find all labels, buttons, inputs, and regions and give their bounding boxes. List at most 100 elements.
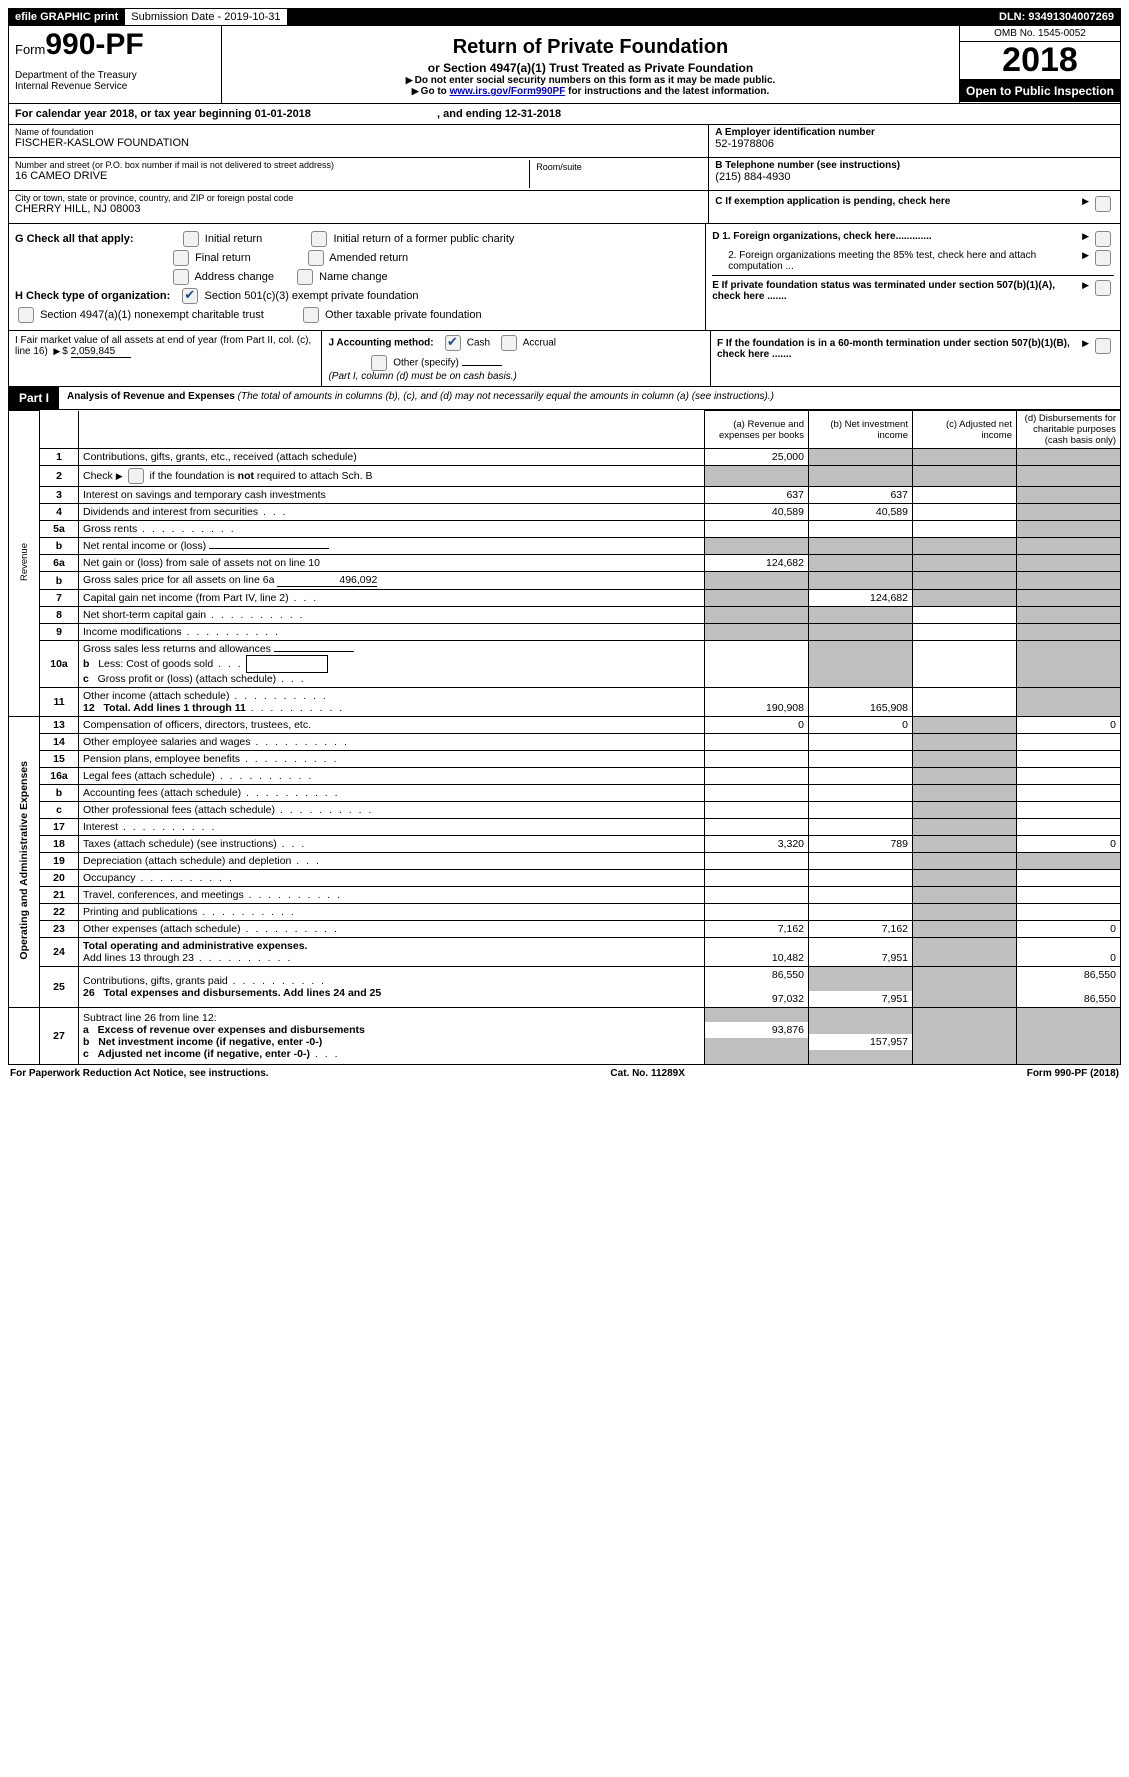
table-row: bGross sales price for all assets on lin… <box>9 572 1121 590</box>
page-footer: For Paperwork Reduction Act Notice, see … <box>8 1065 1121 1079</box>
d1-label: D 1. Foreign organizations, check here..… <box>712 231 932 242</box>
d2-checkbox[interactable] <box>1095 250 1111 266</box>
table-row: 14Other employee salaries and wages <box>9 734 1121 751</box>
table-row: 8Net short-term capital gain <box>9 607 1121 624</box>
column-header-row: Revenue (a) Revenue and expenses per boo… <box>9 411 1121 449</box>
accrual-checkbox[interactable] <box>501 335 517 351</box>
calyear-mid: , and ending 12-31-2018 <box>437 108 561 120</box>
info-left: Name of foundation FISCHER-KASLOW FOUNDA… <box>9 125 709 223</box>
arrow-icon <box>53 346 62 357</box>
ein: 52-1978806 <box>715 138 1114 150</box>
f-checkbox[interactable] <box>1095 338 1111 354</box>
g-opt0: Initial return <box>205 233 262 245</box>
4947-checkbox[interactable] <box>18 307 34 323</box>
address: 16 CAMEO DRIVE <box>15 170 529 182</box>
calendar-year-row: For calendar year 2018, or tax year begi… <box>8 104 1121 125</box>
h-opt3: Other taxable private foundation <box>325 309 482 321</box>
address-change-checkbox[interactable] <box>173 269 189 285</box>
footer-right: Form 990-PF (2018) <box>1027 1068 1119 1079</box>
d2-label: 2. Foreign organizations meeting the 85%… <box>712 250 1082 272</box>
table-row: 20Occupancy <box>9 870 1121 887</box>
table-row: 10aGross sales less returns and allowanc… <box>9 641 1121 688</box>
header-center: Return of Private Foundation or Section … <box>222 26 959 103</box>
form-number: 990-PF <box>45 28 143 61</box>
address-row: Number and street (or P.O. box number if… <box>9 158 708 191</box>
arrow-icon <box>412 86 421 97</box>
d1-checkbox[interactable] <box>1095 231 1111 247</box>
col-b-header: (b) Net investment income <box>809 411 913 449</box>
table-row: 3Interest on savings and temporary cash … <box>9 487 1121 504</box>
col-d-header: (d) Disbursements for charitable purpose… <box>1017 411 1121 449</box>
city-label: City or town, state or province, country… <box>15 193 702 203</box>
city-cell: City or town, state or province, country… <box>9 191 708 223</box>
omb-number: OMB No. 1545-0052 <box>960 26 1120 42</box>
table-row: 19Depreciation (attach schedule) and dep… <box>9 853 1121 870</box>
part1-header: Part I Analysis of Revenue and Expenses … <box>8 387 1121 410</box>
g-opt5: Name change <box>319 271 388 283</box>
schb-checkbox[interactable] <box>128 468 144 484</box>
h-opt1: Section 501(c)(3) exempt private foundat… <box>204 290 418 302</box>
table-row: cOther professional fees (attach schedul… <box>9 802 1121 819</box>
efile-label: efile GRAPHIC print <box>9 9 125 25</box>
table-row: 15Pension plans, employee benefits <box>9 751 1121 768</box>
form-title: Return of Private Foundation <box>228 36 953 59</box>
table-row: 7Capital gain net income (from Part IV, … <box>9 590 1121 607</box>
arrow-icon <box>1082 280 1091 291</box>
table-row: 27Subtract line 26 from line 12:a Excess… <box>9 1008 1121 1065</box>
info-block: Name of foundation FISCHER-KASLOW FOUNDA… <box>8 125 1121 224</box>
table-row: Operating and Administrative Expenses 13… <box>9 717 1121 734</box>
submission-date: Submission Date - 2019-10-31 <box>125 9 287 25</box>
table-row: bNet rental income or (loss) <box>9 538 1121 555</box>
g-opt3: Amended return <box>329 252 408 264</box>
e-checkbox[interactable] <box>1095 280 1111 296</box>
arrow-icon <box>1082 338 1091 349</box>
tax-year: 2018 <box>960 42 1120 80</box>
h-label: H Check type of organization: <box>15 290 170 302</box>
g-opt2: Final return <box>195 252 251 264</box>
foundation-name: FISCHER-KASLOW FOUNDATION <box>15 137 702 149</box>
header-left: Form990-PF Department of the Treasury In… <box>9 26 222 103</box>
initial-return-checkbox[interactable] <box>183 231 199 247</box>
dln: DLN: 93491304007269 <box>993 9 1120 25</box>
c-checkbox[interactable] <box>1095 196 1111 212</box>
table-row: 18Taxes (attach schedule) (see instructi… <box>9 836 1121 853</box>
col-c-header: (c) Adjusted net income <box>913 411 1017 449</box>
f-cell: F If the foundation is in a 60-month ter… <box>711 331 1120 386</box>
phone-cell: B Telephone number (see instructions) (2… <box>709 158 1120 191</box>
final-return-checkbox[interactable] <box>173 250 189 266</box>
name-change-checkbox[interactable] <box>297 269 313 285</box>
cash-checkbox[interactable] <box>445 335 461 351</box>
arrow-icon <box>1082 250 1091 261</box>
table-row: 11Other income (attach schedule)12 Total… <box>9 688 1121 717</box>
other-taxable-checkbox[interactable] <box>303 307 319 323</box>
h-opt2: Section 4947(a)(1) nonexempt charitable … <box>40 309 264 321</box>
j-note: (Part I, column (d) must be on cash basi… <box>328 371 704 382</box>
501c3-checkbox[interactable] <box>182 288 198 304</box>
c-cell: C If exemption application is pending, c… <box>709 191 1120 223</box>
expenses-side-label: Operating and Administrative Expenses <box>9 717 40 1008</box>
table-row: bAccounting fees (attach schedule) <box>9 785 1121 802</box>
table-row: 1Contributions, gifts, grants, etc., rec… <box>9 449 1121 466</box>
note2-pre: Go to <box>421 86 450 97</box>
table-row: 5aGross rents <box>9 521 1121 538</box>
j-cash: Cash <box>467 338 490 349</box>
j-cell: J Accounting method: Cash Accrual Other … <box>322 331 711 386</box>
part1-title: Analysis of Revenue and Expenses <box>67 391 235 402</box>
amended-checkbox[interactable] <box>308 250 324 266</box>
part1-table: Revenue (a) Revenue and expenses per boo… <box>8 410 1121 1065</box>
note2-post: for instructions and the latest informat… <box>565 86 769 97</box>
arrow-icon <box>1082 231 1091 242</box>
arrow-icon <box>406 75 415 86</box>
revenue-side-label: Revenue <box>9 411 40 717</box>
irs-link[interactable]: www.irs.gov/Form990PF <box>450 86 566 97</box>
other-method-checkbox[interactable] <box>371 355 387 371</box>
part1-label: Part I <box>9 387 59 409</box>
form-header: Form990-PF Department of the Treasury In… <box>8 26 1121 104</box>
table-row: 24Total operating and administrative exp… <box>9 938 1121 967</box>
spacer <box>288 9 994 25</box>
g-opt1: Initial return of a former public charit… <box>333 233 514 245</box>
form-subtitle: or Section 4947(a)(1) Trust Treated as P… <box>228 61 953 75</box>
footer-left: For Paperwork Reduction Act Notice, see … <box>10 1068 269 1079</box>
initial-former-checkbox[interactable] <box>311 231 327 247</box>
table-row: 9Income modifications <box>9 624 1121 641</box>
